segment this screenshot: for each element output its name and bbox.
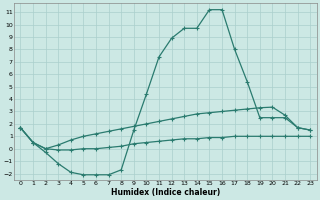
X-axis label: Humidex (Indice chaleur): Humidex (Indice chaleur) — [111, 188, 220, 197]
